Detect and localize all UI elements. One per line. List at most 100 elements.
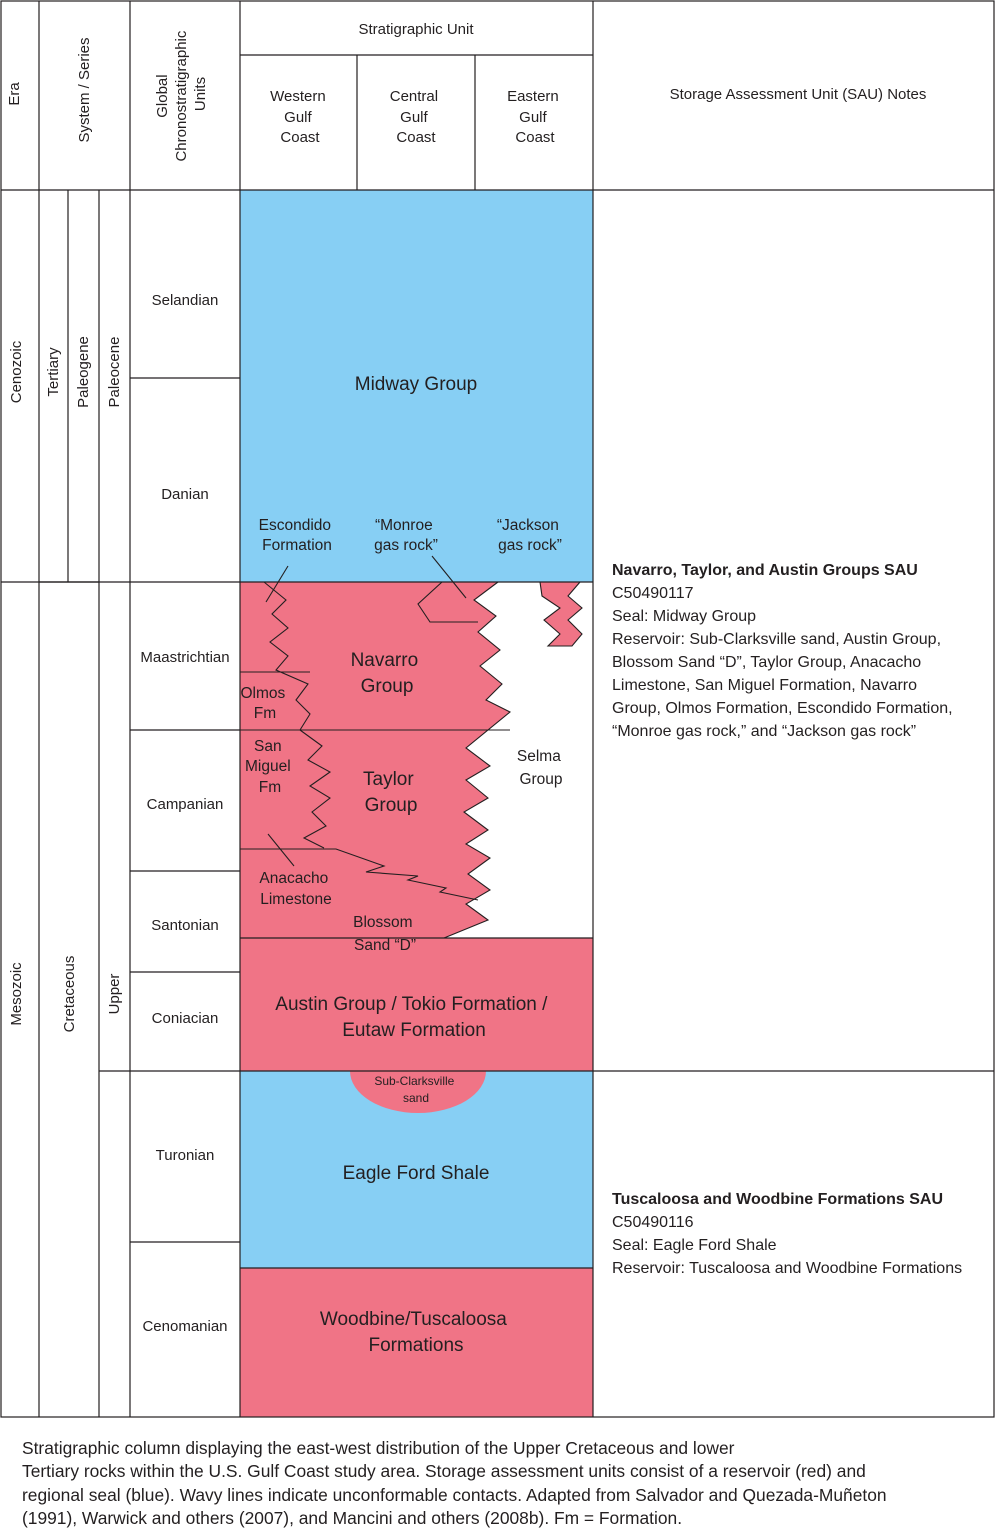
system-paleogene: Paleogene bbox=[75, 336, 92, 408]
monroe-line2: gas rock” bbox=[374, 537, 438, 554]
header-eastern-line3: Coast bbox=[515, 129, 555, 146]
column-headers: Era System / Series Global Chronostratig… bbox=[6, 21, 926, 162]
unit-labels: Midway Group Escondido Formation “Monroe… bbox=[240, 374, 565, 1356]
header-global-units-line3: Units bbox=[192, 77, 209, 111]
header-era: Era bbox=[6, 82, 23, 106]
navarro-line2: Group bbox=[361, 676, 414, 697]
jackson-gas-rock-reservoir bbox=[540, 582, 582, 646]
header-central-line1: Central bbox=[390, 88, 438, 105]
selma-line1: Selma bbox=[517, 748, 561, 765]
header-system-series: System / Series bbox=[76, 37, 93, 142]
label-blossom-sand-d: Blossom Sand “D” bbox=[353, 914, 417, 954]
sub-clarksville-line2: sand bbox=[403, 1091, 429, 1105]
header-global-units-line1: Global bbox=[154, 74, 171, 117]
sau-tuscaloosa-reservoir: Reservoir: Tuscaloosa and Woodbine Forma… bbox=[612, 1260, 962, 1277]
caption-line-1: Stratigraphic column displaying the east… bbox=[22, 1438, 735, 1458]
series-upper: Upper bbox=[106, 974, 123, 1015]
navarro-taylor-reservoir bbox=[240, 582, 593, 1071]
series-paleocene: Paleocene bbox=[106, 337, 123, 408]
sub-clarksville-line1: Sub-Clarksville bbox=[374, 1074, 454, 1088]
escondido-line1: Escondido bbox=[259, 517, 331, 534]
label-san-miguel-fm: San Miguel Fm bbox=[245, 738, 295, 796]
san-miguel-line3: Fm bbox=[259, 779, 281, 796]
stage-maastrichtian: Maastrichtian bbox=[140, 649, 229, 666]
label-taylor-group: Taylor Group bbox=[363, 769, 419, 816]
sau-tuscaloosa-id: C50490116 bbox=[612, 1214, 694, 1231]
header-eastern-line2: Gulf bbox=[519, 109, 547, 126]
woodbine-line2: Formations bbox=[368, 1335, 463, 1356]
stage-santonian: Santonian bbox=[151, 917, 219, 934]
header-sau-notes: Storage Assessment Unit (SAU) Notes bbox=[670, 86, 927, 103]
header-global-units: Global Chronostratigraphic Units bbox=[154, 26, 209, 161]
stage-cenomanian: Cenomanian bbox=[142, 1318, 227, 1335]
stage-danian: Danian bbox=[161, 486, 209, 503]
taylor-line2: Group bbox=[365, 795, 418, 816]
stage-coniacian: Coniacian bbox=[152, 1010, 219, 1027]
header-western-line3: Coast bbox=[280, 129, 320, 146]
label-monroe-gas-rock: “Monroe gas rock” bbox=[374, 517, 438, 554]
system-tertiary: Tertiary bbox=[45, 347, 62, 397]
header-eastern-line1: Eastern bbox=[507, 88, 559, 105]
selma-line2: Group bbox=[519, 771, 562, 788]
label-midway-group: Midway Group bbox=[355, 374, 478, 395]
header-stratigraphic-unit: Stratigraphic Unit bbox=[358, 21, 474, 38]
caption-line-3: regional seal (blue). Wavy lines indicat… bbox=[22, 1484, 887, 1505]
sau-navarro-seal: Seal: Midway Group bbox=[612, 608, 756, 625]
label-escondido-formation: Escondido Formation bbox=[259, 517, 336, 554]
caption-line-4: (1991), Warwick and others (2007), and M… bbox=[22, 1507, 683, 1528]
monroe-line1: “Monroe bbox=[375, 517, 433, 534]
woodbine-tuscaloosa-reservoir bbox=[240, 1268, 593, 1417]
label-eagle-ford-shale: Eagle Ford Shale bbox=[343, 1163, 490, 1184]
sau-navarro-reservoir-line1: Reservoir: Sub-Clarksville sand, Austin … bbox=[612, 631, 941, 648]
header-central-gulf-coast: Central Gulf Coast bbox=[390, 88, 443, 146]
olmos-line1: Olmos bbox=[240, 685, 285, 702]
stage-campanian: Campanian bbox=[147, 796, 224, 813]
austin-line2: Eutaw Formation bbox=[342, 1020, 486, 1041]
header-eastern-gulf-coast: Eastern Gulf Coast bbox=[507, 88, 563, 146]
san-miguel-line1: San bbox=[254, 738, 282, 755]
sau-navarro-id: C50490117 bbox=[612, 585, 694, 602]
sau-navarro-reservoir-line3: Limestone, San Miguel Formation, Navarro bbox=[612, 677, 917, 694]
era-cenozoic: Cenozoic bbox=[8, 340, 25, 403]
label-austin-tokio-eutaw: Austin Group / Tokio Formation / Eutaw F… bbox=[275, 994, 552, 1041]
anacacho-line2: Limestone bbox=[260, 891, 332, 908]
midway-group-seal bbox=[240, 190, 593, 582]
label-olmos-fm: Olmos Fm bbox=[240, 685, 289, 722]
header-central-line2: Gulf bbox=[400, 109, 428, 126]
olmos-line2: Fm bbox=[254, 705, 276, 722]
sau-navarro-title: Navarro, Taylor, and Austin Groups SAU bbox=[612, 562, 918, 579]
era-mesozoic: Mesozoic bbox=[8, 962, 25, 1026]
escondido-line2: Formation bbox=[262, 537, 332, 554]
stage-turonian: Turonian bbox=[156, 1147, 215, 1164]
sau-tuscaloosa-title: Tuscaloosa and Woodbine Formations SAU bbox=[612, 1191, 943, 1208]
label-woodbine-tuscaloosa: Woodbine/Tuscaloosa Formations bbox=[320, 1309, 512, 1356]
sau-navarro-reservoir-line4: Group, Olmos Formation, Escondido Format… bbox=[612, 700, 953, 717]
label-sub-clarksville-sand: Sub-Clarksville sand bbox=[374, 1074, 457, 1105]
label-jackson-gas-rock: “Jackson gas rock” bbox=[497, 517, 563, 554]
label-selma-group: Selma Group bbox=[517, 748, 565, 788]
sau-navarro-reservoir-line2: Blossom Sand “D”, Taylor Group, Anacacho bbox=[612, 654, 921, 671]
blossom-line1: Blossom bbox=[353, 914, 412, 931]
system-cretaceous: Cretaceous bbox=[61, 956, 78, 1033]
caption-line-2: Tertiary rocks within the U.S. Gulf Coas… bbox=[22, 1461, 866, 1482]
header-global-units-line2: Chronostratigraphic bbox=[173, 30, 190, 161]
sub-clarksville-sand-reservoir bbox=[350, 1071, 486, 1113]
label-navarro-group: Navarro Group bbox=[351, 650, 424, 697]
navarro-line1: Navarro bbox=[351, 650, 419, 671]
blossom-line2: Sand “D” bbox=[354, 937, 416, 954]
sau-tuscaloosa-seal: Seal: Eagle Ford Shale bbox=[612, 1237, 777, 1254]
header-western-gulf-coast: Western Gulf Coast bbox=[270, 88, 330, 146]
sau-tuscaloosa-woodbine: Tuscaloosa and Woodbine Formations SAU C… bbox=[612, 1191, 962, 1277]
taylor-line1: Taylor bbox=[363, 769, 414, 790]
woodbine-line1: Woodbine/Tuscaloosa bbox=[320, 1309, 507, 1330]
header-western-line1: Western bbox=[270, 88, 326, 105]
san-miguel-line2: Miguel bbox=[245, 758, 291, 775]
stage-labels: Selandian Danian Maastrichtian Campanian… bbox=[140, 292, 229, 1335]
label-anacacho-limestone: Anacacho Limestone bbox=[259, 870, 332, 908]
stage-selandian: Selandian bbox=[152, 292, 219, 309]
sau-navarro-reservoir: Reservoir: Sub-Clarksville sand, Austin … bbox=[612, 631, 957, 740]
austin-line1: Austin Group / Tokio Formation / bbox=[275, 994, 548, 1015]
stratigraphic-column: Era System / Series Global Chronostratig… bbox=[0, 0, 995, 1418]
jackson-line1: “Jackson bbox=[497, 517, 559, 534]
sau-navarro-reservoir-line5: “Monroe gas rock,” and “Jackson gas rock… bbox=[612, 723, 916, 740]
